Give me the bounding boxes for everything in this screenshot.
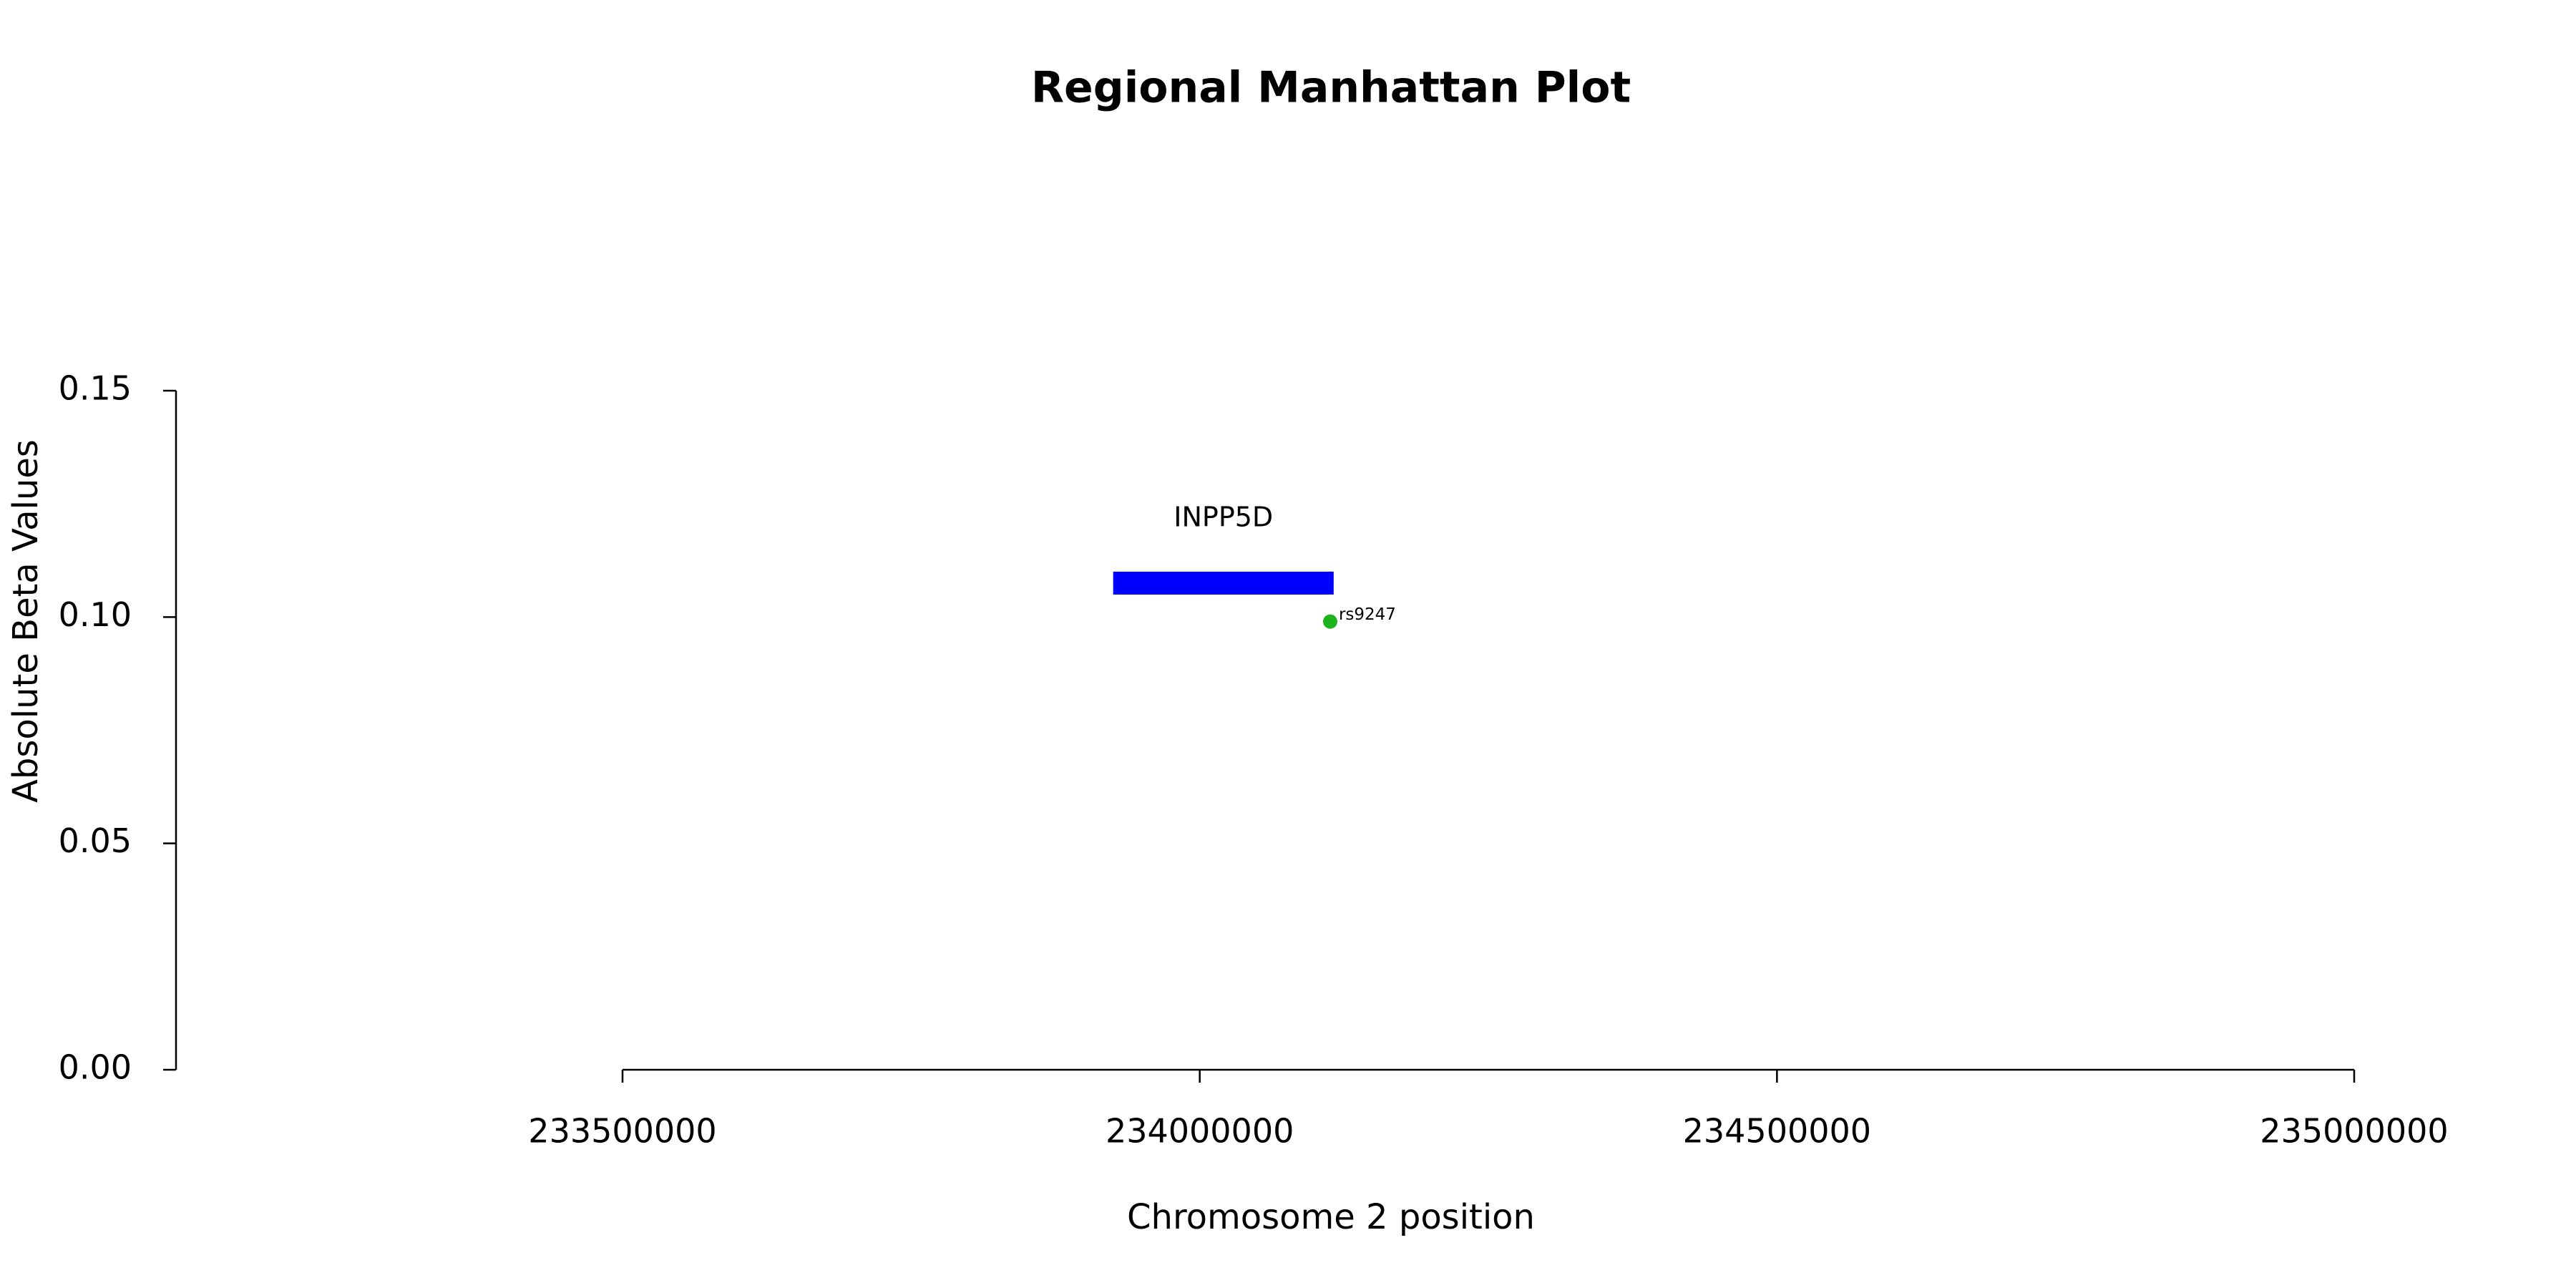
- x-tick-label: 234000000: [1106, 1112, 1294, 1151]
- x-tick-label: 235000000: [2260, 1112, 2448, 1151]
- y-tick-label: 0.05: [59, 821, 132, 860]
- x-tick-label: 233500000: [528, 1112, 716, 1151]
- point-label: rs9247: [1339, 605, 1396, 624]
- gene-bar: [1113, 571, 1334, 595]
- x-tick-label: 234500000: [1683, 1112, 1871, 1151]
- point: [1322, 614, 1337, 629]
- y-tick-label: 0.00: [59, 1048, 132, 1087]
- y-tick-label: 0.15: [59, 369, 132, 408]
- gene-label: INPP5D: [1174, 501, 1273, 532]
- chart-title: Regional Manhattan Plot: [1031, 63, 1631, 113]
- x-axis-label: Chromosome 2 position: [1127, 1197, 1535, 1237]
- y-axis-label: Absolute Beta Values: [6, 439, 46, 803]
- y-tick-label: 0.10: [59, 595, 132, 634]
